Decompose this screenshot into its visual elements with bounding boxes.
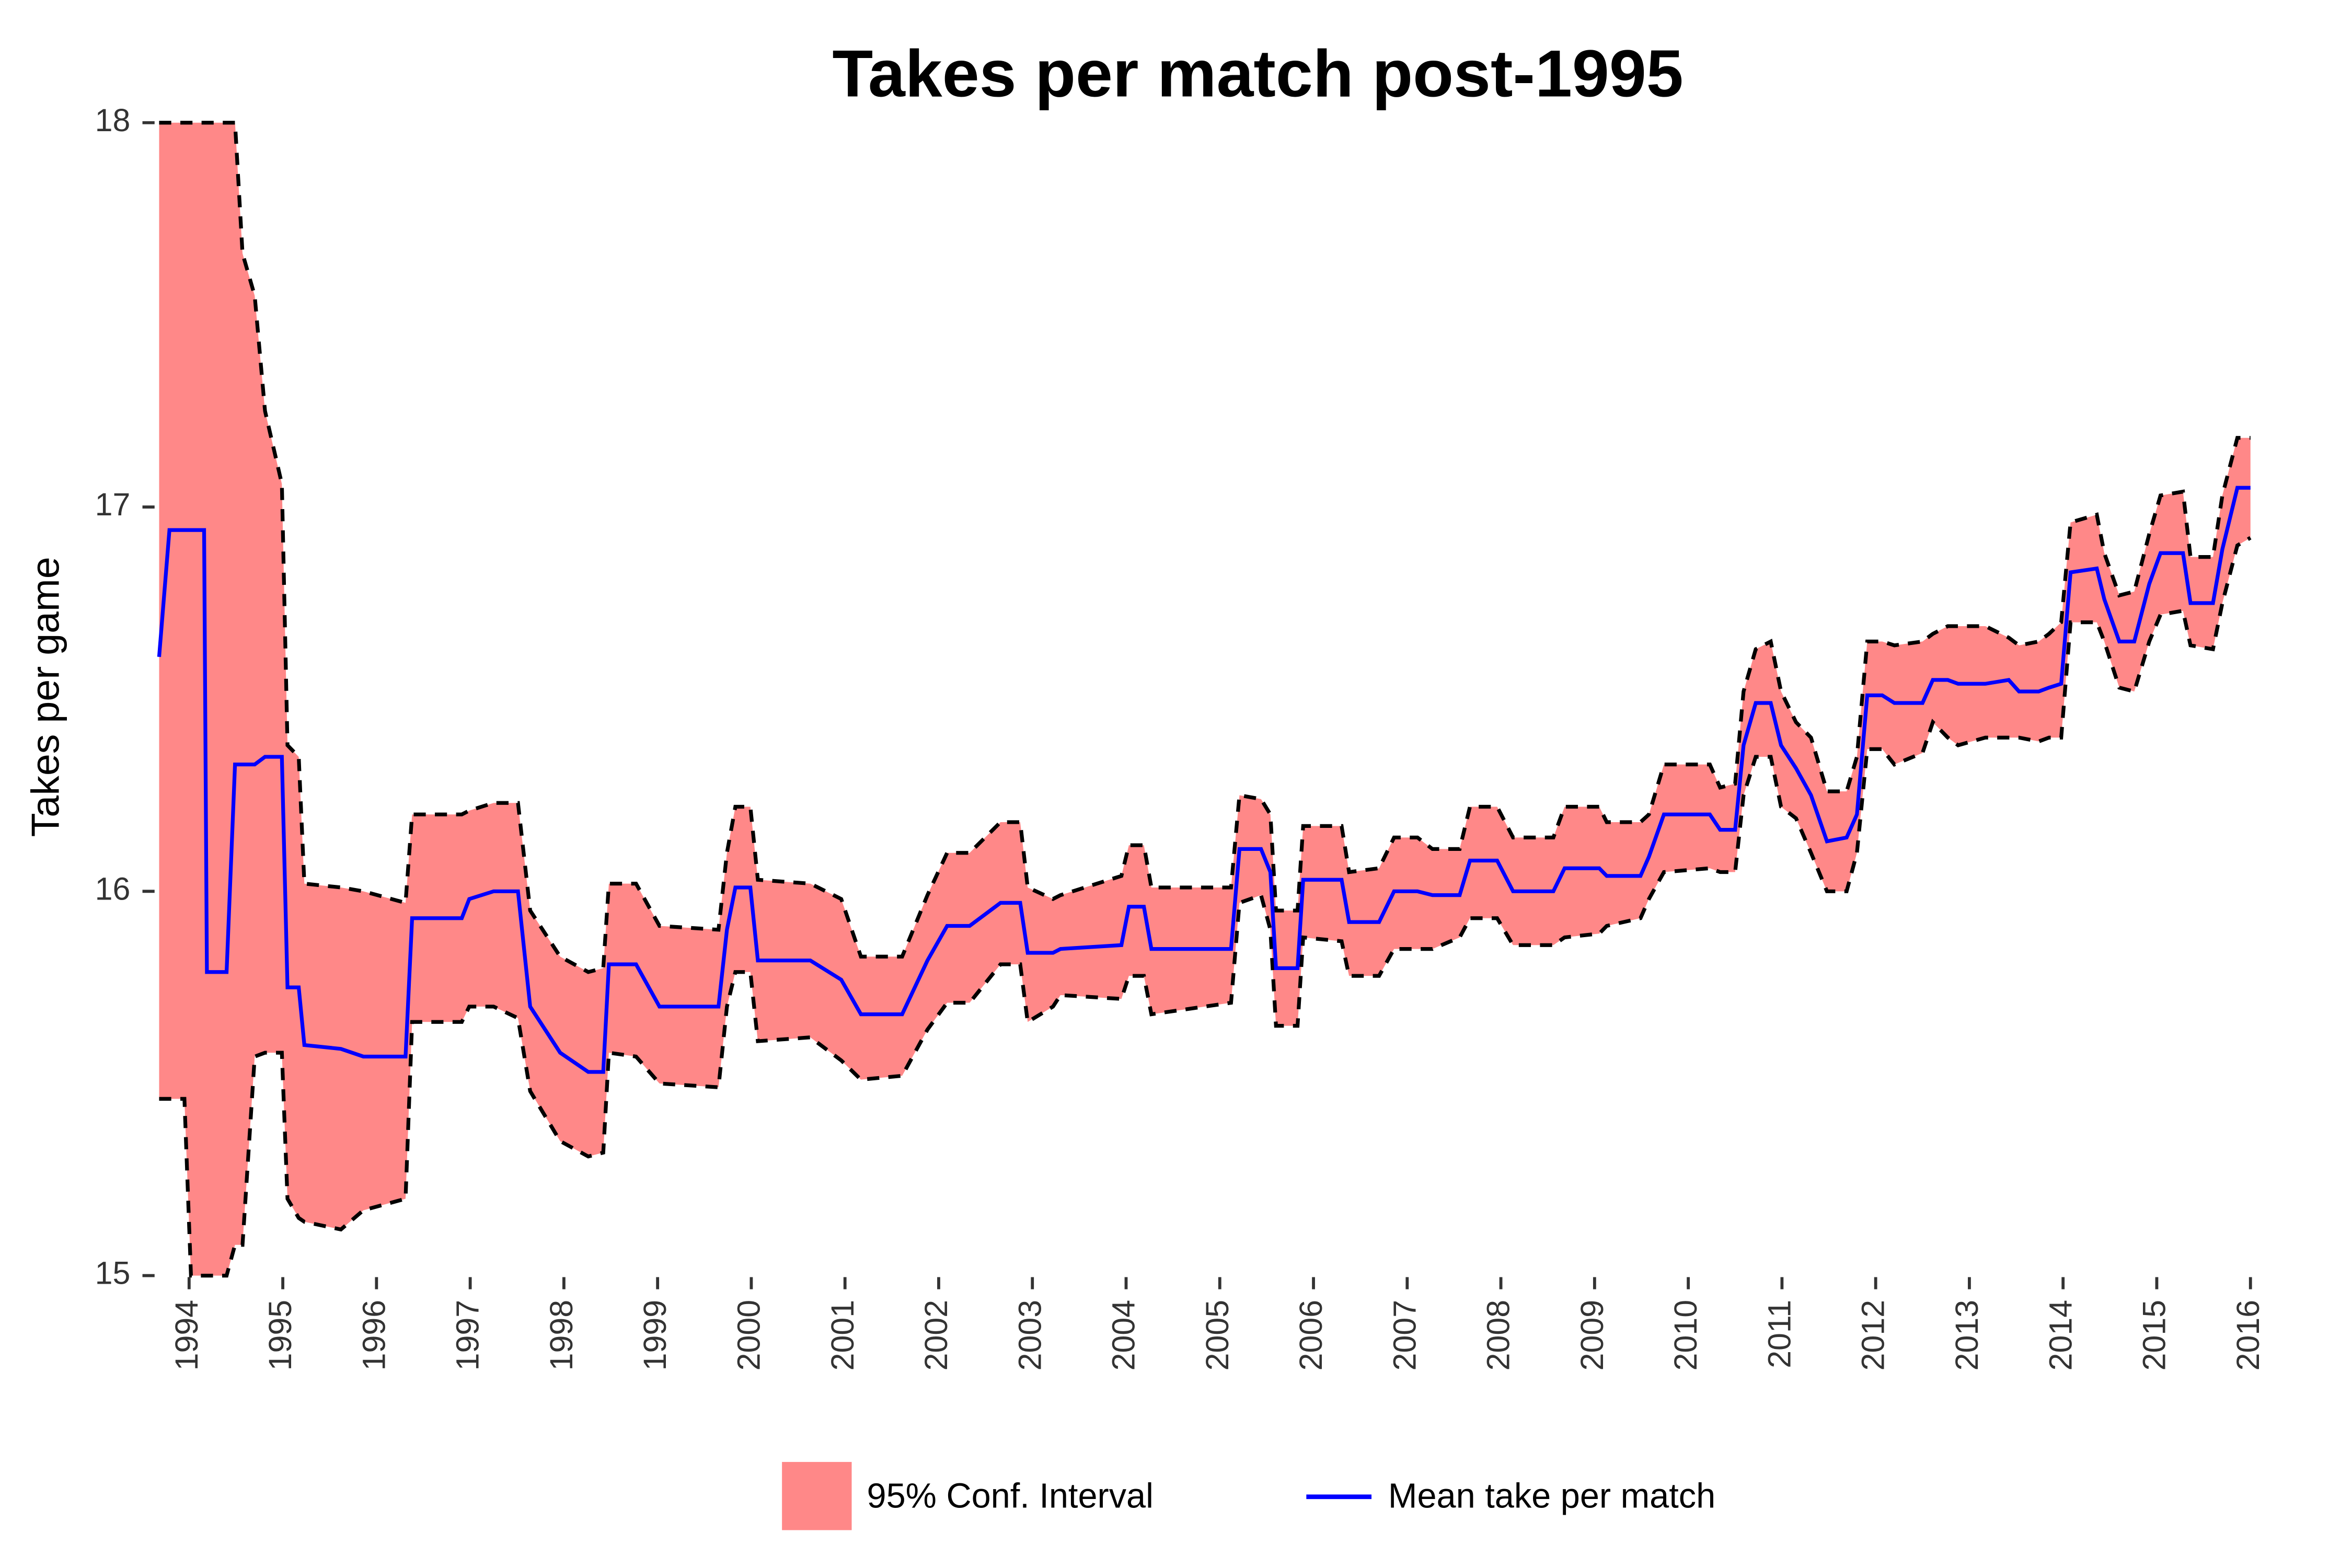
x-tick-label: 2016 bbox=[2230, 1300, 2266, 1370]
x-tick-label: 1996 bbox=[356, 1300, 391, 1370]
x-tick-label: 2009 bbox=[1574, 1300, 1610, 1370]
chart-title: Takes per match post-1995 bbox=[832, 37, 1683, 111]
x-tick-label: 2004 bbox=[1106, 1300, 1142, 1370]
x-tick-label: 2003 bbox=[1012, 1300, 1047, 1370]
confidence-band bbox=[159, 122, 2251, 1276]
x-tick-label: 2011 bbox=[1761, 1300, 1797, 1368]
legend-label: 95% Conf. Interval bbox=[867, 1477, 1154, 1515]
y-tick-label: 16 bbox=[95, 871, 131, 906]
y-tick-label: 18 bbox=[95, 102, 131, 138]
x-tick-label: 1998 bbox=[544, 1300, 579, 1370]
x-tick-label: 2001 bbox=[825, 1300, 860, 1370]
x-tick-label: 2000 bbox=[731, 1300, 766, 1370]
y-axis-label: Takes per game bbox=[24, 557, 67, 837]
legend-label: Mean take per match bbox=[1388, 1477, 1715, 1515]
x-tick-label: 2013 bbox=[1949, 1300, 1985, 1370]
x-tick-label: 2015 bbox=[2137, 1300, 2172, 1370]
x-tick-label: 1997 bbox=[450, 1300, 486, 1370]
x-tick-label: 2006 bbox=[1293, 1300, 1329, 1370]
y-tick-label: 17 bbox=[95, 487, 131, 522]
x-tick-label: 2012 bbox=[1855, 1300, 1891, 1370]
y-tick-label: 15 bbox=[95, 1255, 131, 1291]
x-tick-label: 1994 bbox=[169, 1300, 204, 1370]
x-tick-label: 1995 bbox=[262, 1300, 298, 1370]
x-tick-label: 1999 bbox=[637, 1300, 673, 1370]
x-tick-label: 2002 bbox=[918, 1300, 954, 1370]
band-upper-edge bbox=[159, 121, 2251, 974]
band-lower-edge bbox=[159, 536, 2252, 1278]
x-tick-label: 2014 bbox=[2043, 1300, 2078, 1370]
x-tick-label: 2010 bbox=[1668, 1300, 1703, 1370]
x-tick-label: 2008 bbox=[1481, 1300, 1516, 1370]
x-tick-label: 2005 bbox=[1200, 1300, 1235, 1370]
legend-swatch-band bbox=[782, 1462, 852, 1530]
x-tick-label: 2007 bbox=[1387, 1300, 1422, 1370]
mean-line bbox=[157, 486, 2251, 1074]
